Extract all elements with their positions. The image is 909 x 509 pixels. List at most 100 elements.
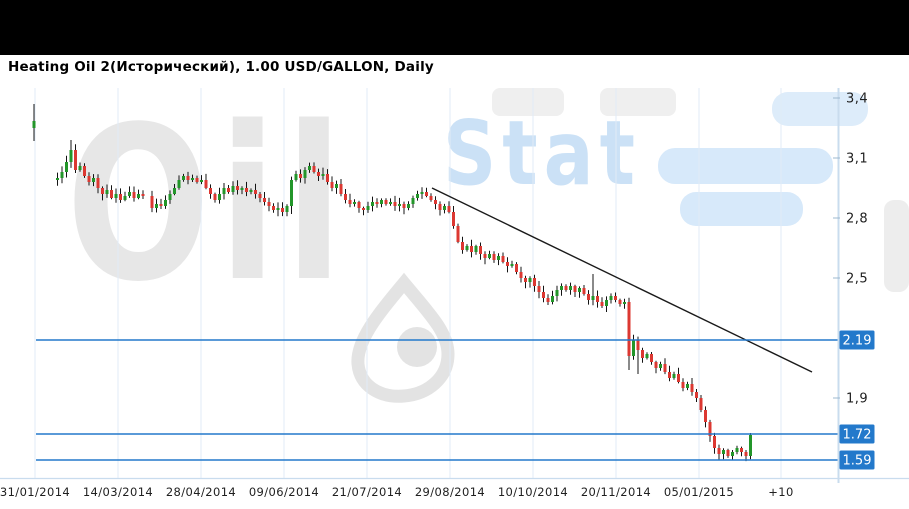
candle-body	[177, 180, 181, 188]
candle-body	[713, 436, 716, 448]
watermark-bar	[680, 192, 803, 226]
watermark-blob	[772, 92, 868, 126]
candle-body	[524, 278, 527, 282]
candle-body	[123, 196, 127, 200]
candle-body	[402, 204, 406, 208]
candle-body	[186, 176, 190, 180]
candle-body	[587, 294, 590, 300]
candle-body	[564, 286, 568, 290]
x-date-label: 28/04/2014	[166, 485, 236, 499]
candle-body	[204, 180, 208, 188]
candle-body	[87, 176, 91, 182]
candle-body	[339, 184, 343, 194]
watermark-blob	[600, 88, 676, 116]
candle-body	[326, 174, 329, 182]
candle-body	[443, 206, 446, 210]
x-date-label: 20/11/2014	[581, 485, 651, 499]
candle-body	[294, 174, 298, 180]
candle-body	[515, 264, 518, 272]
price-level-badge	[839, 424, 875, 444]
candle-body	[101, 188, 104, 194]
drawn-objects[interactable]	[36, 187, 838, 461]
candle-body	[596, 296, 599, 302]
candle-body	[389, 202, 392, 204]
candle-body	[209, 188, 212, 194]
candle-body	[65, 162, 68, 172]
candle-body	[231, 186, 235, 192]
candle-body	[506, 262, 509, 266]
candle-body	[92, 178, 95, 182]
axes: 3,4 3,1 2,8 2,5 1,9 31/01/2014 14/03/2014 28/04…	[0, 88, 909, 499]
candle-body	[137, 194, 140, 198]
candle-body	[285, 206, 289, 212]
candle-body	[200, 180, 203, 182]
watermark-bar	[658, 148, 833, 184]
candle-body	[78, 166, 82, 170]
grid-lines	[34, 88, 782, 478]
candle-body	[353, 202, 356, 204]
candle-body	[722, 450, 725, 454]
candle-body	[582, 288, 586, 294]
candle-body	[299, 174, 302, 178]
price-level-badge	[839, 450, 875, 470]
candle-body	[362, 208, 365, 210]
candle-body	[555, 290, 559, 296]
candle-body	[749, 435, 752, 456]
candle-body	[497, 256, 500, 260]
candle-body	[357, 202, 361, 208]
candle-body	[105, 190, 109, 194]
price-badges: 2.19 1.72 1.59	[839, 330, 875, 470]
x-date-label: 29/08/2014	[415, 485, 485, 499]
trendline[interactable]	[431, 187, 813, 373]
candle-body	[663, 364, 667, 372]
candle-body	[488, 254, 491, 258]
candle-body	[425, 192, 428, 196]
candle-body	[56, 178, 59, 180]
candle-body	[371, 202, 374, 206]
price-level-badge-label: 1.72	[843, 428, 872, 443]
candle-body	[335, 184, 338, 188]
candle-body	[128, 192, 131, 196]
candle-body	[254, 190, 257, 194]
y-tick-label: 2,5	[846, 272, 868, 287]
watermark: Oil Stat	[66, 81, 909, 403]
candle-body	[195, 178, 199, 182]
candle-body	[740, 448, 743, 452]
x-date-label: 31/01/2014	[0, 485, 70, 499]
candle-body	[645, 354, 649, 358]
candle-body	[398, 204, 401, 206]
y-tick-label: 3,1	[846, 152, 868, 167]
x-date-label: 10/10/2014	[498, 485, 568, 499]
candle-body	[380, 200, 383, 204]
candle-body	[438, 204, 442, 210]
candle-body	[281, 208, 284, 212]
candle-body	[731, 452, 734, 456]
candle-body	[263, 198, 266, 202]
candle-body	[551, 296, 554, 302]
candle-body	[258, 194, 262, 198]
candle-body	[83, 166, 86, 176]
stat-watermark-text: Stat	[443, 103, 641, 206]
candle-body	[542, 292, 545, 298]
candle-body	[578, 288, 581, 292]
candle-body	[429, 196, 433, 200]
candle-body	[591, 296, 595, 300]
candle-body	[96, 178, 100, 188]
candle-body	[213, 194, 217, 200]
candle-body	[659, 364, 662, 368]
price-level-badge	[839, 330, 875, 350]
candle-body	[501, 256, 505, 262]
candle-body	[447, 206, 451, 212]
candle-body	[510, 264, 514, 266]
candlestick-series	[32, 104, 752, 462]
candle-body	[236, 186, 239, 190]
candle-body	[681, 382, 685, 388]
candle-body	[456, 226, 460, 242]
candle-body	[677, 374, 680, 382]
candle-body	[618, 300, 622, 304]
y-tick-label: 3,4	[846, 92, 868, 107]
oil-drop-watermark-dot	[397, 327, 437, 367]
candle-body	[699, 398, 703, 410]
candle-body	[227, 188, 230, 192]
